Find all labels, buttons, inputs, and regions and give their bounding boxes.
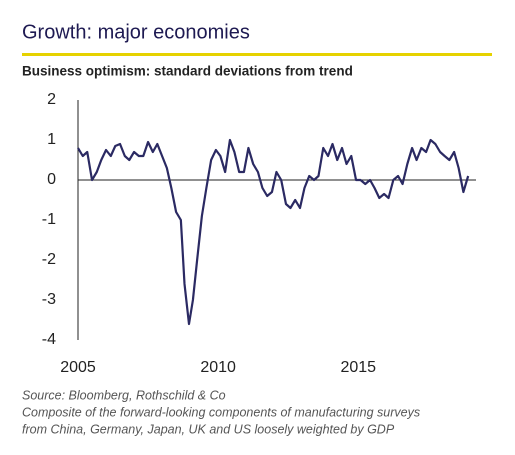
y-tick-label: -2 — [42, 251, 56, 268]
data-line — [77, 138, 470, 326]
x-tick-label: 2010 — [200, 359, 236, 376]
source: Source: Bloomberg, Rothschild & Co — [22, 388, 226, 402]
y-tick-label: 0 — [47, 171, 56, 188]
y-tick-label: -4 — [42, 331, 56, 348]
x-tick-label: 2015 — [340, 359, 376, 376]
title-rule — [22, 53, 492, 56]
note: Composite of the forward-looking compone… — [22, 405, 420, 419]
y-tick-label: 2 — [47, 91, 56, 108]
y-tick-label: 1 — [47, 131, 56, 148]
y-tick-label: -3 — [42, 291, 56, 308]
chart-title: Growth: major economies — [22, 21, 250, 43]
y-tick-label: -1 — [42, 211, 56, 228]
note: from China, Germany, Japan, UK and US lo… — [22, 422, 395, 436]
chart-subtitle: Business optimism: standard deviations f… — [22, 64, 353, 79]
x-tick-label: 2005 — [60, 359, 96, 376]
